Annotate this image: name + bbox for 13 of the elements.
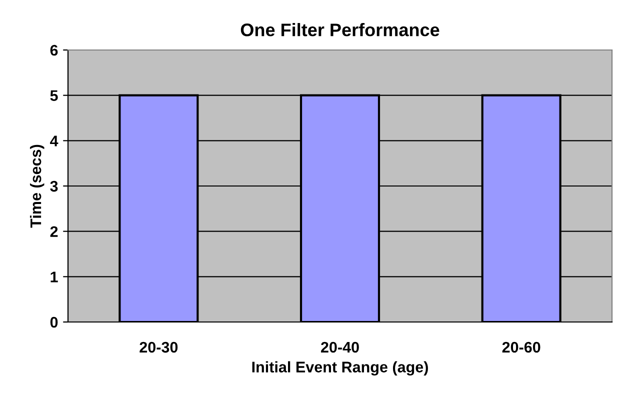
x-axis-title: Initial Event Range (age) [252,361,428,376]
y-tick-label: 0 [50,316,58,328]
x-tick-label: 20-60 [502,342,540,353]
y-tick-label: 3 [50,180,58,192]
y-tick-label: 4 [50,136,58,146]
y-tick-label: 2 [50,226,58,237]
x-tick-label: 20-30 [140,342,178,353]
y-tick-label: 5 [50,90,58,102]
y-tick-label: 6 [50,44,58,56]
y-axis-title: Time (secs) [30,144,44,228]
y-tick-label: 1 [50,272,58,282]
x-tick-label: 20-40 [320,342,359,353]
chart-title: One Filter Performance [240,23,440,36]
